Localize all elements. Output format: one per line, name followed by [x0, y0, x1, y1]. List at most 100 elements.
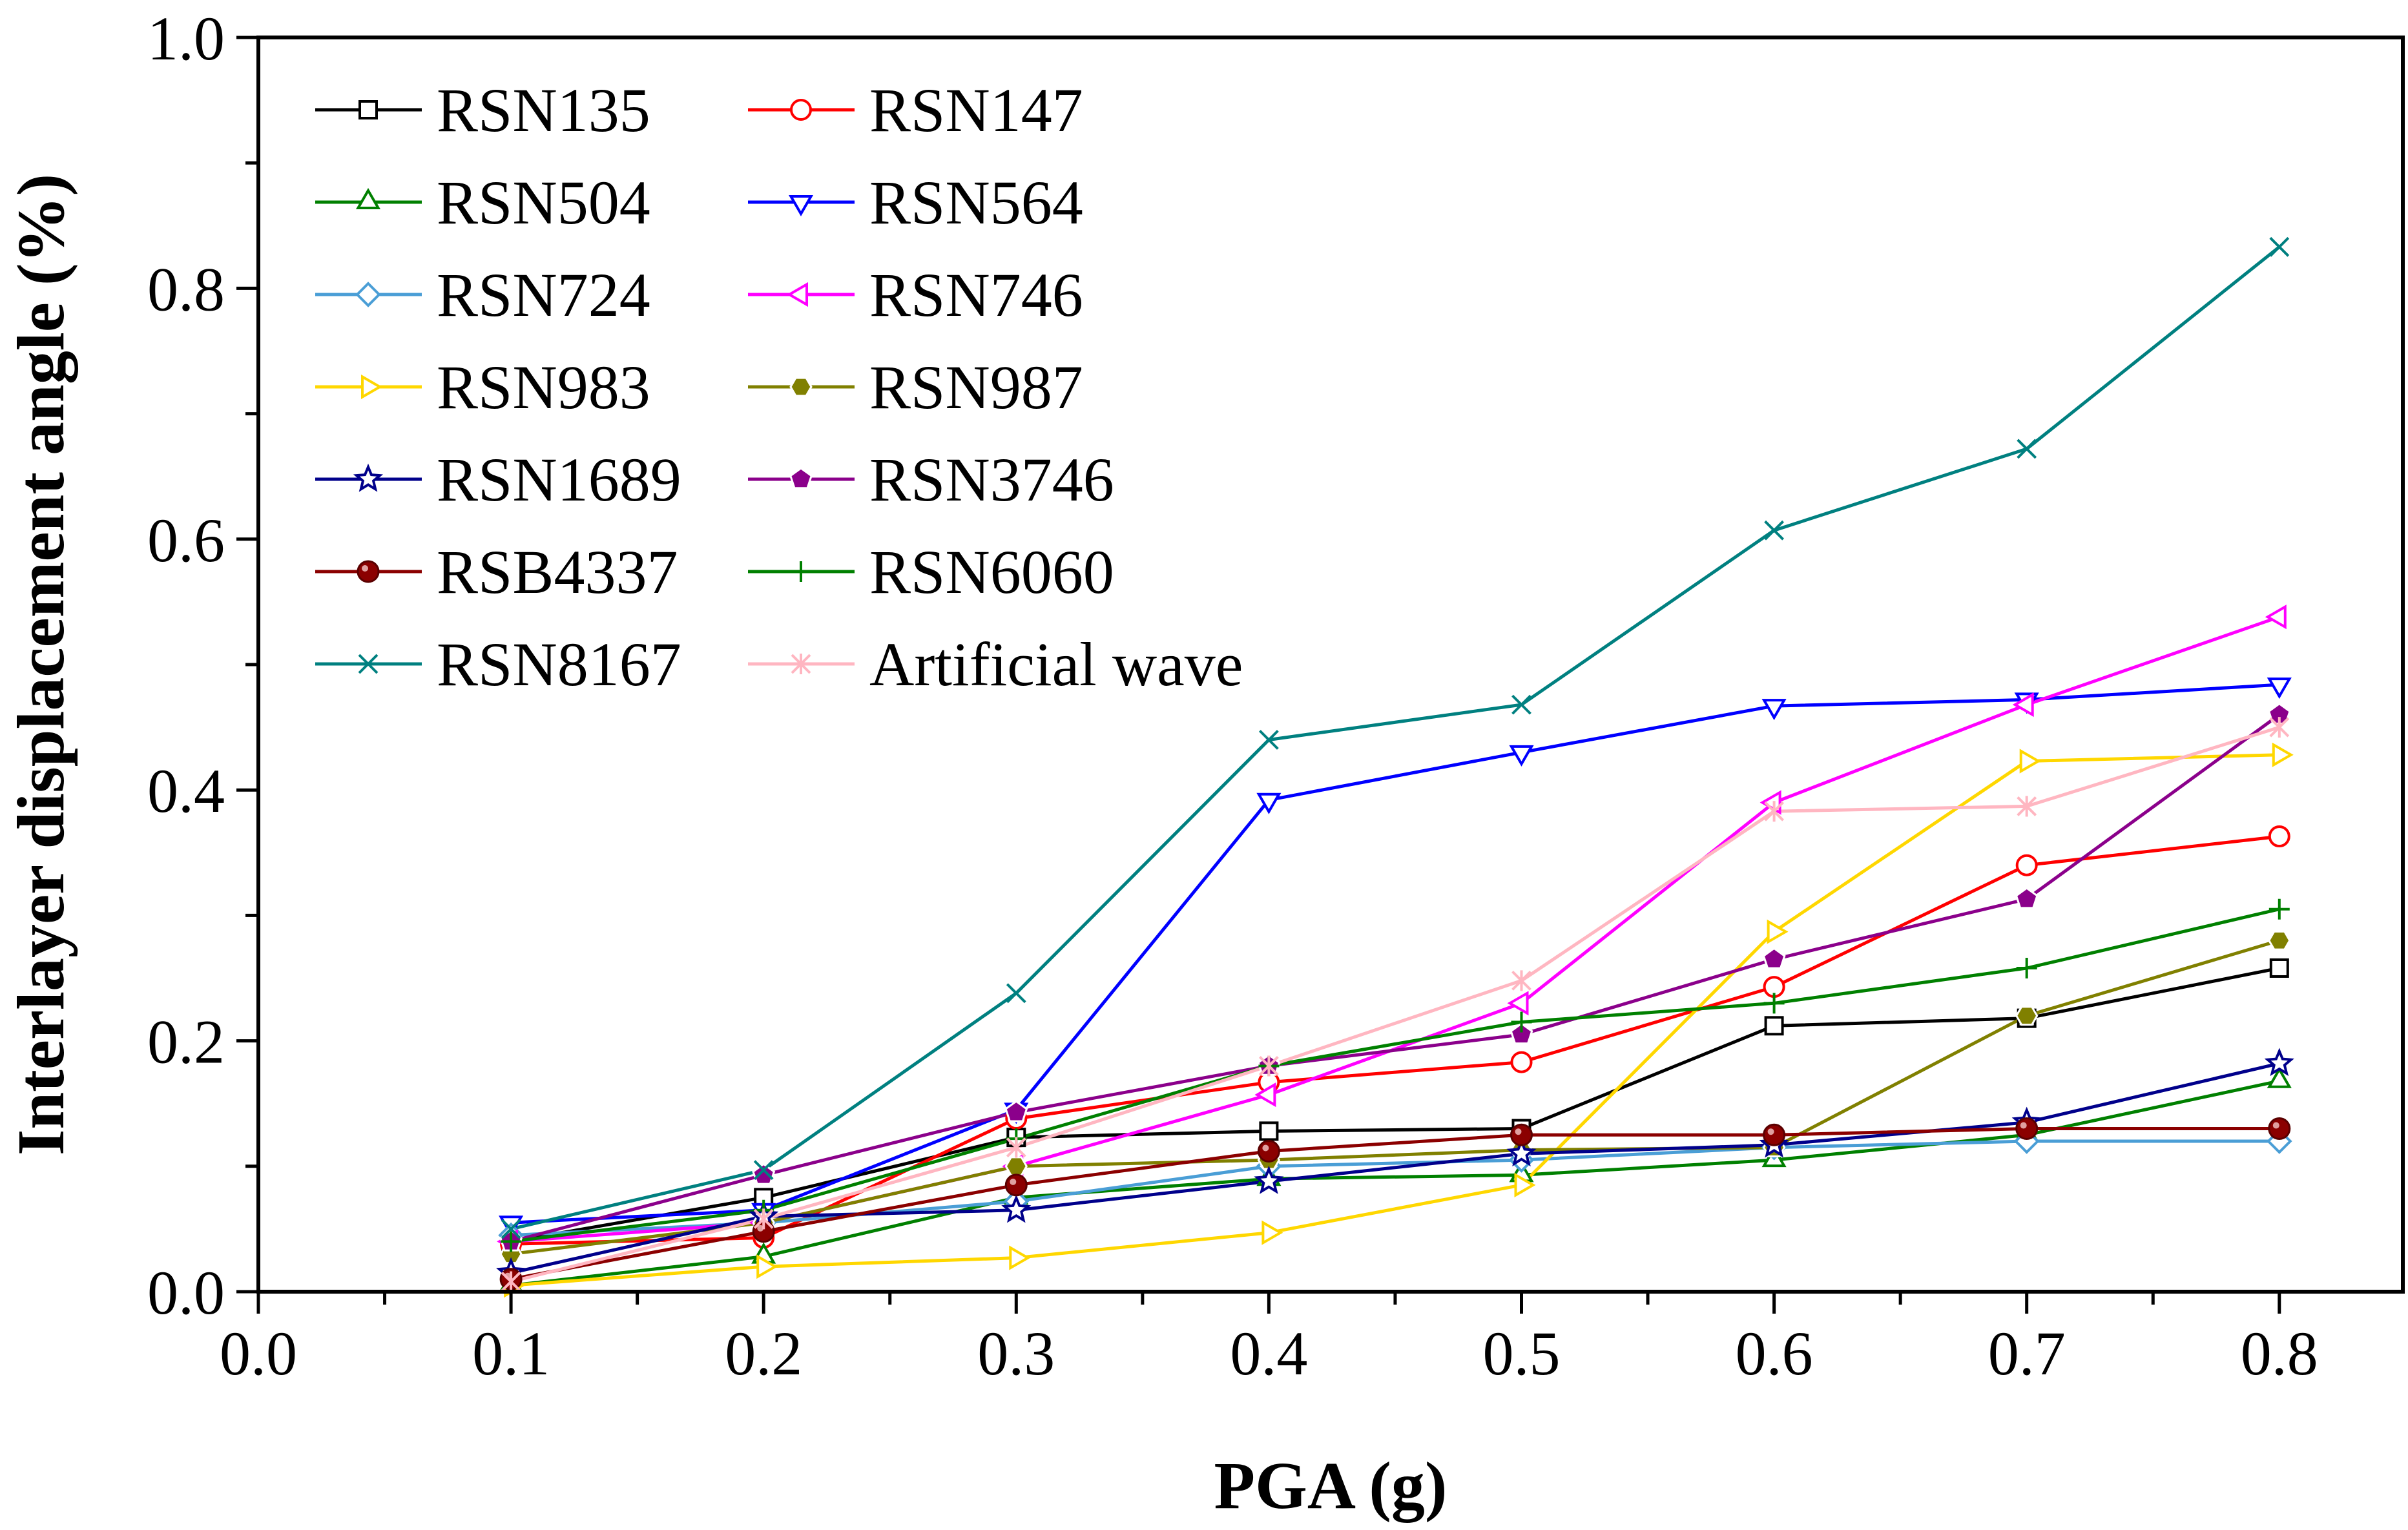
series-markers-artificial-wave	[501, 717, 2290, 1292]
data-point-rsn746	[2265, 605, 2287, 630]
x-tick-label: 0.3	[977, 1319, 1055, 1388]
legend-marker-highlight	[362, 565, 368, 572]
data-point-rsn8167	[2269, 236, 2290, 257]
data-point-rsn8167	[2017, 439, 2037, 459]
data-point-rsn564	[1509, 745, 1534, 767]
x-tick-label: 0.4	[1230, 1319, 1307, 1388]
series-line-rsn3746	[510, 713, 2281, 1243]
y-axis-title: Interlayer displacement angle (%)	[4, 174, 78, 1155]
data-point-rsb4337-highlight	[757, 1225, 764, 1232]
legend-item-rsn1689: RSN1689	[315, 445, 681, 514]
series-markers	[496, 236, 2294, 1298]
data-point-rsb4337-highlight	[1010, 1178, 1017, 1185]
data-point-rsb4337	[1257, 1139, 1280, 1163]
data-point-artificial-wave	[1764, 801, 1785, 822]
legend-label: RSN983	[437, 353, 650, 422]
legend-marker	[791, 561, 811, 582]
data-point-rsn3746	[1510, 1022, 1533, 1045]
data-point-artificial-wave	[1006, 1137, 1026, 1158]
data-point-rsb4337-highlight	[2272, 1122, 2279, 1129]
data-point-rsn3746	[752, 1163, 776, 1185]
data-point-rsn746	[1254, 1082, 1276, 1108]
legend-marker	[791, 654, 811, 674]
legend-label: RSN564	[869, 168, 1083, 237]
legend-label: RSB4337	[437, 537, 678, 606]
x-axis-ticks: 0.0 0.1 0.2 0.3 0.4 0.5 0.6 0.7 0.8	[220, 1292, 2318, 1388]
legend-label: RSN987	[869, 353, 1083, 422]
legend-item-artificial-wave: Artificial wave	[748, 630, 1243, 699]
data-point-rsn746	[1507, 991, 1529, 1016]
legend-label: RSN504	[437, 168, 650, 237]
x-tick-label: 0.2	[725, 1319, 802, 1388]
data-point-rsn8167	[1258, 730, 1279, 750]
y-tick-label: 1.0	[147, 4, 225, 73]
series-line-rsn983	[510, 753, 2279, 1287]
data-point-rsn147	[2268, 825, 2290, 848]
data-point-rsn147	[1510, 1051, 1533, 1073]
data-point-rsb4337-highlight	[2020, 1122, 2027, 1129]
legend-marker	[789, 377, 813, 397]
series-line-rsn564	[510, 683, 2279, 1225]
data-point-rsn983	[2272, 742, 2294, 767]
data-point-rsn6060	[1511, 1011, 1532, 1033]
data-point-rsn8167	[1006, 983, 1026, 1004]
legend-item-rsn987: RSN987	[748, 353, 1083, 422]
data-point-rsn147	[2015, 854, 2038, 876]
legend-label: RSN6060	[869, 537, 1114, 606]
data-point-rsn564	[1256, 792, 1282, 814]
data-point-rsn983	[1514, 1172, 1536, 1197]
series-line-rsn135	[510, 966, 2280, 1243]
legend-label: RSN8167	[437, 630, 681, 699]
data-point-rsn1689	[1001, 1194, 1032, 1223]
data-point-rsn8167	[1511, 694, 1531, 715]
data-point-rsb4337	[1004, 1173, 1028, 1197]
data-point-artificial-wave	[1511, 970, 1531, 991]
y-tick-label: 0.0	[147, 1258, 225, 1327]
series-line-rsn987	[510, 938, 2280, 1256]
legend-item-rsn147: RSN147	[748, 76, 1083, 145]
series-line-rsb4337	[510, 1127, 2279, 1281]
data-point-rsn3746	[2015, 887, 2039, 909]
data-point-rsb4337	[1763, 1123, 1786, 1146]
series-line-rsn504	[510, 1079, 2280, 1287]
data-point-rsn135	[1259, 1121, 1279, 1141]
legend-marker	[790, 99, 812, 121]
data-point-rsb4337	[2015, 1117, 2039, 1141]
y-tick-label: 0.8	[147, 254, 225, 324]
legend-item-rsn135: RSN135	[315, 76, 650, 145]
legend-item-rsn6060: RSN6060	[748, 537, 1114, 606]
y-axis-ticks: 0.0 0.2 0.4 0.6 0.8 1.0	[147, 4, 258, 1327]
data-point-rsb4337-highlight	[1262, 1144, 1269, 1152]
data-point-rsn6060	[2016, 957, 2037, 978]
series-markers-rsn8167	[501, 236, 2290, 1239]
legend-label: RSN1689	[437, 445, 681, 514]
y-tick-label: 0.6	[147, 506, 225, 575]
legend-label: RSN135	[437, 76, 650, 145]
x-tick-label: 0.6	[1736, 1319, 1813, 1388]
data-point-rsn3746	[1762, 947, 1786, 969]
data-point-rsn983	[1767, 919, 1789, 944]
data-point-rsb4337	[2268, 1117, 2291, 1141]
data-point-rsn983	[1261, 1220, 1283, 1245]
data-point-rsn987	[2268, 930, 2291, 951]
legend-marker	[353, 463, 384, 492]
data-point-rsn983	[756, 1254, 778, 1279]
series-line-rsn724	[510, 1139, 2279, 1237]
data-point-rsn6060	[2268, 898, 2290, 920]
data-point-rsb4337-highlight	[1515, 1128, 1522, 1135]
data-point-rsn564	[2267, 677, 2292, 699]
series-lines	[510, 245, 2281, 1287]
legend-label: Artificial wave	[869, 630, 1243, 699]
data-point-rsn6060	[501, 1231, 522, 1252]
data-point-rsn746	[2012, 692, 2034, 718]
series-line-rsn8167	[510, 245, 2281, 1231]
legend: RSN135 RSN147 RSN504 RSN564 RSN724 RSN746 RSN9…	[315, 76, 1243, 699]
legend-marker	[357, 560, 380, 583]
legend-marker	[358, 100, 378, 119]
data-point-rsn504	[2267, 1066, 2292, 1088]
legend-marker	[355, 282, 381, 307]
y-tick-label: 0.2	[147, 1008, 225, 1077]
series-line-rsn1689	[510, 1062, 2280, 1275]
legend-label: RSN3746	[869, 445, 1114, 514]
data-point-rsn1689	[1506, 1138, 1537, 1167]
